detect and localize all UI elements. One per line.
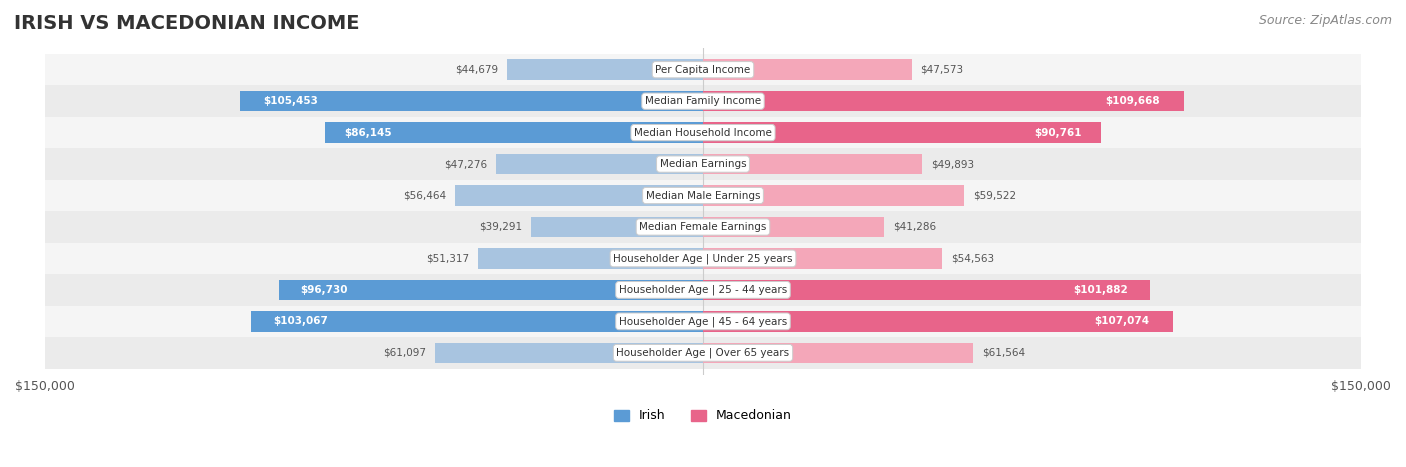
Text: $51,317: $51,317 [426, 254, 470, 263]
Bar [278, 280, 703, 300]
Text: $59,522: $59,522 [973, 191, 1017, 200]
Legend: Irish, Macedonian: Irish, Macedonian [609, 404, 797, 427]
Bar [508, 59, 703, 80]
Bar [703, 248, 942, 269]
Text: Householder Age | 25 - 44 years: Householder Age | 25 - 44 years [619, 285, 787, 295]
Text: $109,668: $109,668 [1105, 96, 1160, 106]
Text: Median Female Earnings: Median Female Earnings [640, 222, 766, 232]
Text: Householder Age | 45 - 64 years: Householder Age | 45 - 64 years [619, 316, 787, 326]
Text: Householder Age | Under 25 years: Householder Age | Under 25 years [613, 253, 793, 264]
Bar [703, 122, 1101, 143]
Text: $61,564: $61,564 [981, 348, 1025, 358]
Text: $103,067: $103,067 [273, 316, 329, 326]
Text: $107,074: $107,074 [1094, 316, 1149, 326]
Bar [45, 180, 1361, 211]
Bar [703, 154, 922, 174]
Bar [456, 185, 703, 206]
Text: $90,761: $90,761 [1033, 127, 1081, 138]
Bar [703, 280, 1150, 300]
Text: $44,679: $44,679 [456, 65, 498, 75]
Bar [530, 217, 703, 237]
Bar [703, 217, 884, 237]
Bar [703, 91, 1184, 112]
Bar [45, 149, 1361, 180]
Bar [325, 122, 703, 143]
Text: $105,453: $105,453 [263, 96, 318, 106]
Bar [495, 154, 703, 174]
Bar [45, 305, 1361, 337]
Bar [478, 248, 703, 269]
Text: $61,097: $61,097 [384, 348, 426, 358]
Text: Median Family Income: Median Family Income [645, 96, 761, 106]
Text: Median Male Earnings: Median Male Earnings [645, 191, 761, 200]
Text: $47,276: $47,276 [444, 159, 486, 169]
Bar [703, 185, 965, 206]
Bar [703, 343, 973, 363]
Text: IRISH VS MACEDONIAN INCOME: IRISH VS MACEDONIAN INCOME [14, 14, 360, 33]
Bar [240, 91, 703, 112]
Bar [45, 117, 1361, 149]
Text: $49,893: $49,893 [931, 159, 974, 169]
Text: $96,730: $96,730 [299, 285, 347, 295]
Bar [45, 85, 1361, 117]
Text: $56,464: $56,464 [404, 191, 447, 200]
Bar [703, 59, 911, 80]
Text: Per Capita Income: Per Capita Income [655, 65, 751, 75]
Bar [45, 243, 1361, 274]
Bar [45, 54, 1361, 85]
Bar [250, 311, 703, 332]
Text: $86,145: $86,145 [344, 127, 392, 138]
Text: $101,882: $101,882 [1073, 285, 1128, 295]
Bar [45, 337, 1361, 368]
Text: Median Earnings: Median Earnings [659, 159, 747, 169]
Text: Source: ZipAtlas.com: Source: ZipAtlas.com [1258, 14, 1392, 27]
Bar [45, 274, 1361, 305]
Text: Householder Age | Over 65 years: Householder Age | Over 65 years [616, 347, 790, 358]
Text: $41,286: $41,286 [893, 222, 936, 232]
Text: $54,563: $54,563 [950, 254, 994, 263]
Bar [703, 311, 1173, 332]
Text: $47,573: $47,573 [921, 65, 963, 75]
Text: Median Household Income: Median Household Income [634, 127, 772, 138]
Bar [434, 343, 703, 363]
Bar [45, 211, 1361, 243]
Text: $39,291: $39,291 [478, 222, 522, 232]
